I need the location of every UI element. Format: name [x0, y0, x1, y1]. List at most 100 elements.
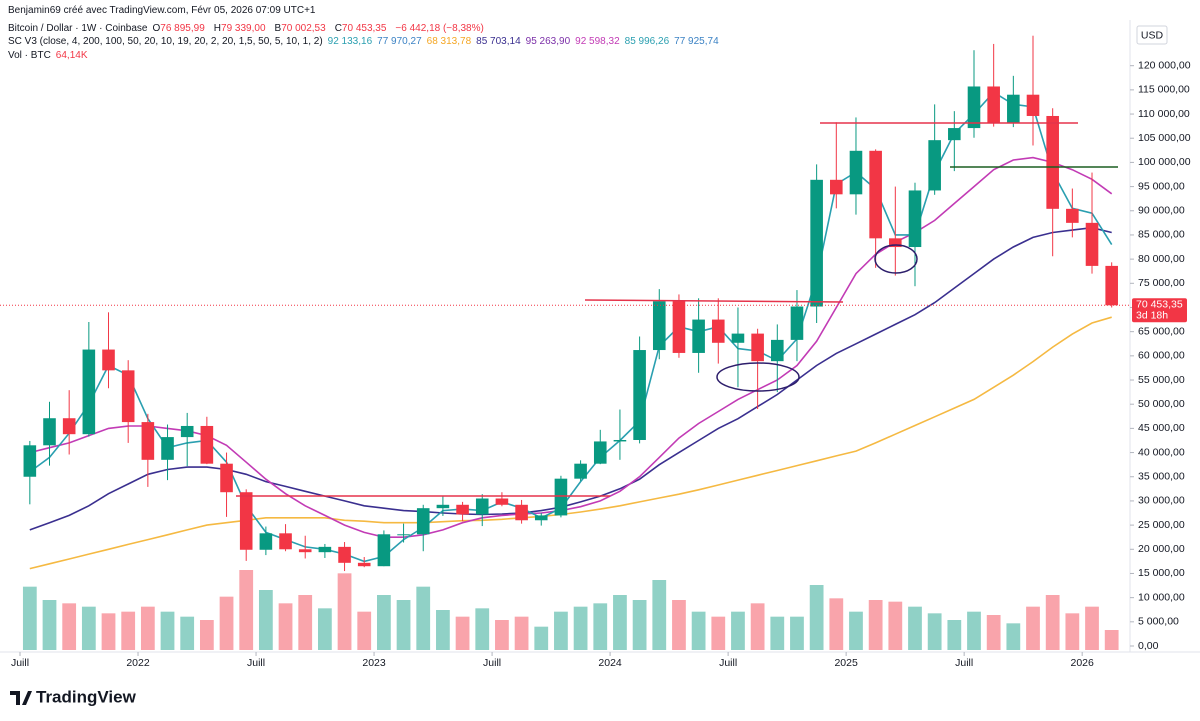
x-tick-label: 2025: [834, 657, 858, 669]
volume-bar: [593, 603, 608, 650]
x-tick-label: 2026: [1071, 657, 1095, 669]
candle-body: [889, 238, 902, 248]
volume-bar: [986, 615, 1001, 650]
credit-text: Benjamin69 créé avec TradingView.com, Fé…: [8, 5, 316, 16]
ohlc-item: C70 453,35: [335, 23, 392, 34]
plot-area: 0,00 5 000,00 10 000,00 15 000,00 20 000,00 2…: [0, 35, 1191, 669]
indicator-value: 68 313,78: [426, 36, 472, 47]
candle-body: [495, 498, 509, 505]
y-tick-label: 50 000,00: [1138, 398, 1185, 410]
candle-body: [23, 445, 37, 477]
candle-body: [62, 418, 76, 435]
candle-body: [259, 533, 273, 550]
ohlc-key: C: [334, 22, 342, 34]
volume-bar: [357, 611, 372, 650]
volume-bar: [455, 616, 470, 650]
candle-body: [1046, 115, 1059, 209]
indicator-value: 85 703,14: [476, 36, 521, 47]
candle-body: [43, 418, 56, 446]
candle-body: [239, 492, 253, 550]
volume-bar: [849, 611, 863, 650]
volume-bar: [711, 616, 726, 650]
candle-body: [1026, 94, 1040, 116]
ohlc-value: 76 895,99: [160, 22, 205, 34]
candle-body: [771, 339, 784, 362]
y-tick-label: 25 000,00: [1138, 519, 1185, 531]
volume-label[interactable]: Vol · BTC: [8, 49, 51, 61]
candle-body: [416, 508, 430, 535]
legend: Benjamin69 créé avec TradingView.com, Fé…: [8, 4, 724, 62]
x-tick-label: Juill: [719, 657, 737, 669]
candle-body: [849, 150, 863, 195]
ohlc-value: 70 453,35: [341, 22, 387, 34]
y-tick-label: 60 000,00: [1138, 350, 1185, 362]
logo: TradingView: [10, 687, 137, 706]
y-tick-label: 5 000,00: [1138, 616, 1179, 628]
moving-average: [29, 226, 1112, 531]
volume-bar: [1026, 606, 1040, 650]
candle-body: [711, 319, 725, 343]
volume-bar: [1045, 595, 1060, 650]
volume-bar: [790, 616, 804, 650]
logo-icon: [10, 691, 32, 705]
volume-bar: [22, 586, 37, 650]
candle-body: [731, 333, 745, 343]
y-tick-label: 10 000,00: [1138, 591, 1185, 603]
indicator-value: 92 598,32: [575, 36, 620, 47]
volume-bar: [967, 611, 981, 650]
moving-average: [29, 316, 1112, 570]
candle-body: [397, 534, 410, 536]
indicator[interactable]: SC V3 (close, 4, 200, 100, 50, 20, 10, 1…: [8, 36, 323, 47]
candle-body: [908, 190, 922, 248]
volume-bar: [1104, 630, 1119, 650]
volume-bar: [908, 606, 922, 650]
candle-body: [436, 504, 450, 509]
y-tick-label: 55 000,00: [1138, 374, 1185, 386]
volume-bar: [180, 616, 195, 650]
volume-bar: [318, 608, 332, 650]
volume-bar: [62, 603, 77, 650]
ohlc-key: B: [274, 22, 282, 34]
volume-bar: [298, 595, 313, 650]
y-tick-label: 115 000,00: [1138, 84, 1190, 96]
x-tick-label: Juill: [483, 657, 501, 669]
ohlc-key: O: [152, 22, 161, 34]
x-tick-label: 2024: [598, 657, 622, 669]
y-tick-label: 0,00: [1138, 640, 1159, 652]
ohlc-value: 70 002,53: [281, 22, 326, 34]
candle-body: [220, 463, 233, 493]
y-tick-label: 65 000,00: [1138, 325, 1185, 337]
volume-bar: [652, 580, 667, 650]
volume-bar: [731, 611, 745, 650]
ohlc-item: O76 895,99: [153, 23, 210, 34]
candle-body: [200, 425, 214, 464]
volume-value: 64,14K: [55, 49, 88, 61]
y-tick-label: 100 000,00: [1138, 156, 1191, 168]
candle-body: [1007, 94, 1020, 123]
symbol[interactable]: Bitcoin / Dollar · 1W · Coinbase: [8, 22, 148, 34]
volume-bar: [258, 590, 273, 650]
currency-box[interactable]: [1136, 25, 1168, 45]
y-tick-label: 90 000,00: [1138, 205, 1185, 217]
candle-body: [613, 439, 627, 442]
change: −6 442,18 (−8,38%): [395, 22, 484, 34]
last-price-label: 70 453,35: [1136, 299, 1183, 311]
candle-body: [121, 370, 135, 423]
volume-bar: [770, 616, 785, 650]
candle-body: [593, 441, 607, 464]
volume-bar: [927, 613, 942, 650]
candle-body: [830, 179, 843, 195]
x-tick-label: Juill: [247, 657, 265, 669]
volume-bar: [239, 570, 254, 650]
brand: TradingView: [36, 687, 137, 706]
candle-body: [279, 533, 292, 550]
volume-bar: [829, 598, 844, 650]
volume-bar: [1006, 623, 1021, 650]
volume-bar: [1085, 606, 1099, 650]
volume-bar: [514, 616, 529, 650]
candle-body: [141, 422, 155, 460]
volume-bar: [81, 606, 96, 650]
volume-bar: [475, 608, 490, 650]
candle-body: [515, 504, 528, 521]
